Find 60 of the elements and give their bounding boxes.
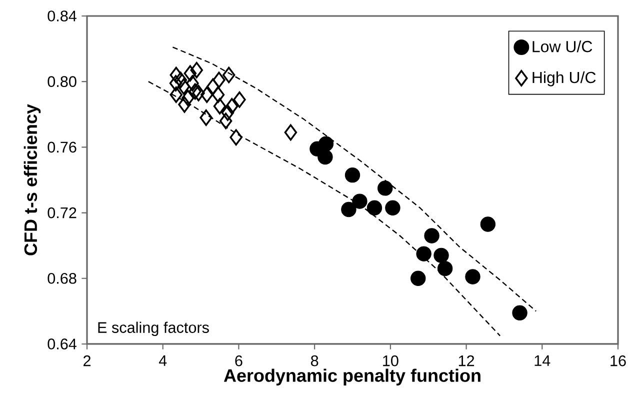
point <box>186 75 199 92</box>
y-tick-label: 0.84 <box>48 10 77 22</box>
point <box>465 269 480 284</box>
x-tick-label: 2 <box>84 355 90 366</box>
point <box>190 62 203 78</box>
point <box>200 109 212 126</box>
y-axis-title: CFD t-s efficiency <box>24 104 41 256</box>
y-tick-label: 0.80 <box>48 76 76 88</box>
point <box>284 124 298 141</box>
point <box>170 86 183 103</box>
point <box>352 194 368 209</box>
x-tick-label: 8 <box>310 355 318 366</box>
x-tick-label: 10 <box>383 355 398 366</box>
annotation: E scaling factors <box>98 322 209 336</box>
point <box>212 72 226 88</box>
point <box>344 167 360 183</box>
point <box>192 84 205 102</box>
point <box>170 66 183 84</box>
point <box>226 98 238 114</box>
point <box>437 260 453 276</box>
y-tick-label: 0.64 <box>48 338 77 350</box>
point <box>410 270 426 286</box>
y-tick-label: 0.72 <box>48 207 76 218</box>
x-tick-label: 14 <box>534 355 550 366</box>
x-tick-label: 4 <box>158 355 167 366</box>
point <box>480 216 496 232</box>
point <box>178 96 191 113</box>
x-axis-title: Aerodynamic penalty function <box>224 368 480 386</box>
x-tick-label: 16 <box>610 355 626 366</box>
point <box>230 129 242 146</box>
point <box>366 200 382 216</box>
point <box>188 83 202 100</box>
point <box>378 180 393 196</box>
y-tick-label: 0.76 <box>48 142 76 153</box>
point <box>184 65 197 82</box>
point <box>434 248 449 264</box>
point <box>318 136 334 152</box>
x-tick-label: 6 <box>235 355 242 366</box>
point <box>177 78 190 95</box>
x-tick-label: 12 <box>458 355 474 366</box>
point <box>385 200 400 216</box>
point <box>219 112 232 130</box>
point <box>206 78 220 95</box>
point <box>174 72 188 88</box>
point <box>169 75 182 92</box>
point <box>200 86 214 103</box>
point <box>416 246 432 262</box>
legend-label: Low U/C <box>532 40 592 52</box>
point <box>212 86 225 103</box>
legend-label: High U/C <box>532 71 596 86</box>
point <box>424 228 440 244</box>
point <box>182 90 194 106</box>
point <box>213 98 226 114</box>
point <box>233 91 246 108</box>
point <box>318 149 333 165</box>
point <box>221 104 234 121</box>
point <box>512 305 528 320</box>
y-tick-label: 0.68 <box>48 272 76 284</box>
point <box>341 202 356 218</box>
point <box>222 66 236 84</box>
